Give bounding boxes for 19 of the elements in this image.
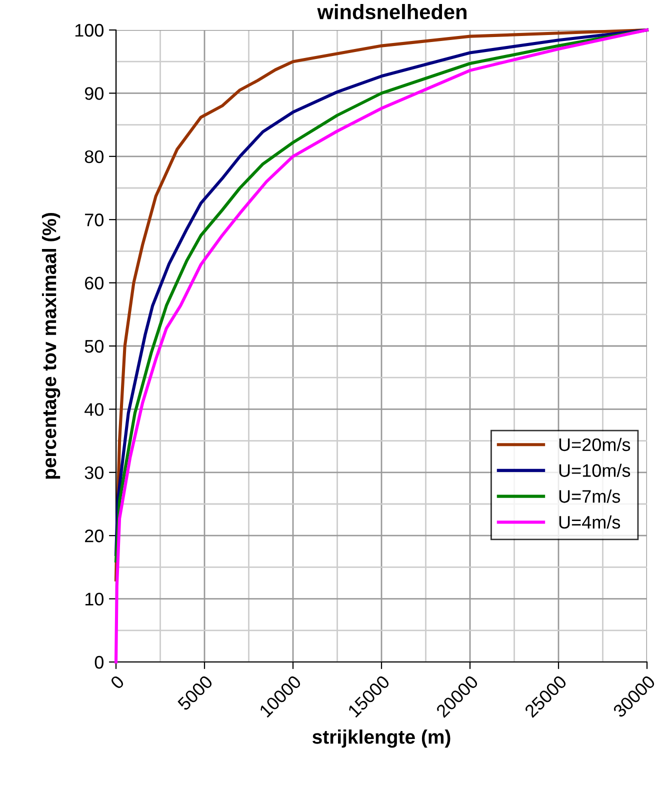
y-tick-label: 40 — [84, 403, 104, 416]
legend-label: U=20m/s — [559, 438, 630, 452]
y-tick-label: 100 — [75, 24, 104, 37]
y-tick-label: 70 — [85, 214, 104, 226]
y-tick-label: 80 — [84, 150, 104, 164]
legend-label: U=4m/s — [559, 515, 620, 529]
x-tick-label: 0 — [110, 674, 125, 690]
y-axis-title: percentage tov maximaal (%) — [42, 212, 60, 479]
y-tick-label: 10 — [85, 592, 104, 606]
y-tick-label: 30 — [84, 466, 104, 480]
legend-label: U=10m/s — [559, 464, 630, 477]
y-tick-label: 50 — [84, 340, 104, 353]
legend-label: U=7m/s — [559, 490, 620, 503]
x-axis-title: strijklengte (m) — [312, 730, 450, 748]
y-tick-label: 60 — [85, 276, 104, 290]
y-tick-label: 20 — [85, 530, 104, 542]
chart-title: windsnelheden — [317, 4, 466, 20]
y-tick-label: 90 — [84, 87, 104, 100]
y-tick-label: 0 — [94, 656, 104, 669]
